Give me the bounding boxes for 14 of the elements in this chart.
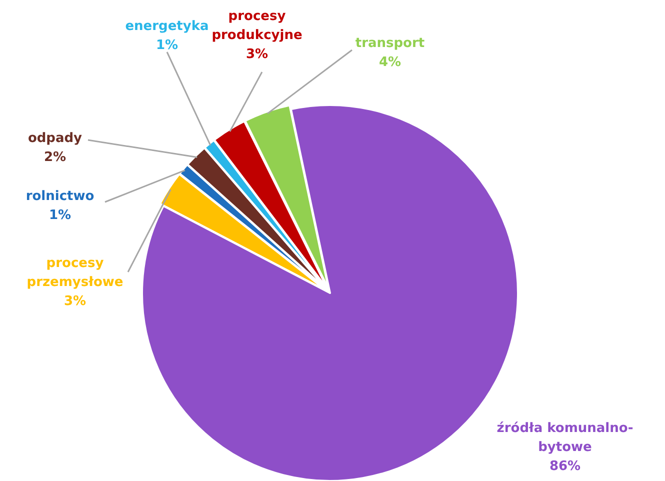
slice-label: procesy produkcyjne [212, 9, 302, 43]
data-label: 2% [44, 150, 66, 165]
data-label: 1% [48, 208, 72, 223]
slice-label: energetyka [125, 19, 209, 34]
slice-label: odpady [28, 131, 83, 146]
slice-label: procesy przemysłowe [26, 256, 124, 290]
data-label: 3% [64, 294, 86, 309]
slice-label: transport [355, 36, 425, 51]
data-label: 3% [246, 47, 268, 62]
data-label: 1% [156, 38, 178, 53]
data-label: 86% [549, 459, 581, 474]
slice-label: rolnictwo [26, 189, 94, 204]
data-label: 4% [378, 55, 402, 70]
slice-label: źródła komunalno-bytowe [496, 421, 634, 455]
